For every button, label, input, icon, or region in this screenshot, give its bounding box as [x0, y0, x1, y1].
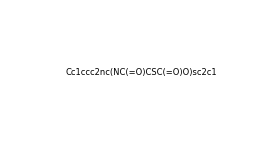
Text: Cc1ccc2nc(NC(=O)CSC(=O)O)sc2c1: Cc1ccc2nc(NC(=O)CSC(=O)O)sc2c1: [66, 68, 217, 77]
